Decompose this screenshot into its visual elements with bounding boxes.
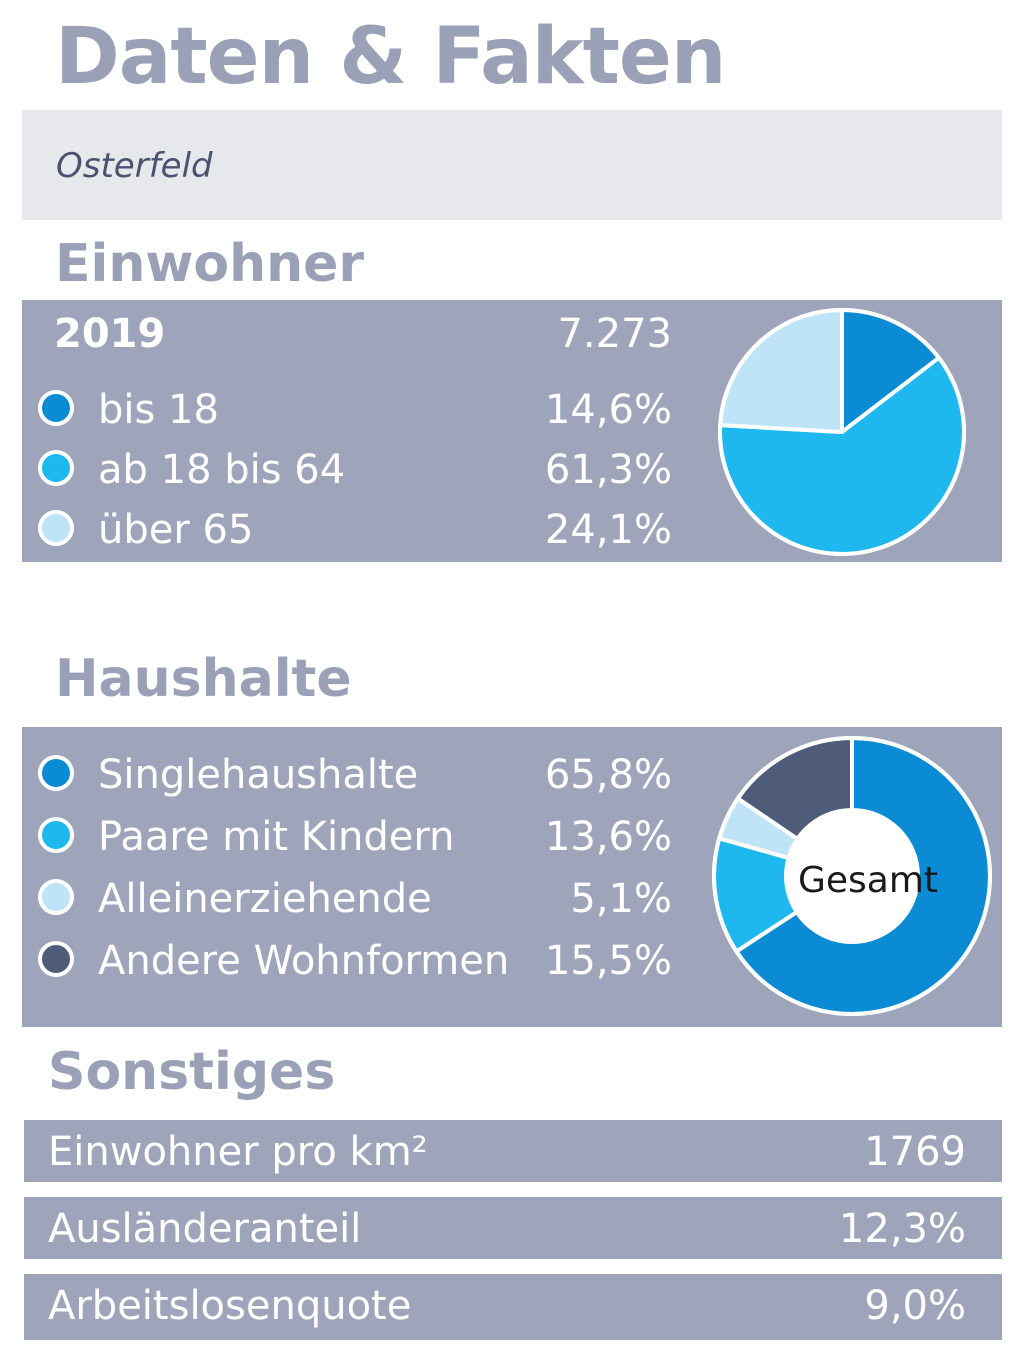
legend-label: Andere Wohnformen: [98, 938, 510, 984]
legend-label: über 65: [98, 507, 254, 553]
legend-dot-andere: [38, 941, 74, 977]
year-label: 2019: [54, 311, 166, 357]
legend-dot-alleinerziehende: [38, 879, 74, 915]
legend-value: 24,1%: [544, 507, 672, 553]
stat-row-unemployment: Arbeitslosenquote 9,0%: [24, 1274, 1002, 1340]
legend-value: 5,1%: [570, 876, 672, 922]
legend-label: Singlehaushalte: [98, 752, 419, 798]
legend-label: bis 18: [98, 387, 219, 433]
page-title: Daten & Fakten: [55, 12, 726, 102]
stat-label: Ausländeranteil: [48, 1206, 362, 1252]
legend-dot-ueber-65: [38, 510, 74, 546]
stat-label: Arbeitslosenquote: [48, 1283, 412, 1329]
stat-row-foreigners: Ausländeranteil 12,3%: [24, 1197, 1002, 1259]
legend-value: 15,5%: [544, 938, 672, 984]
legend-value: 13,6%: [544, 814, 672, 860]
haushalte-donut-chart: Gesamt: [712, 736, 992, 1016]
legend-dot-paare: [38, 817, 74, 853]
section-heading-einwohner: Einwohner: [55, 234, 365, 294]
legend-value: 14,6%: [544, 387, 672, 433]
legend-label: Alleinerziehende: [98, 876, 432, 922]
donut-center-label: Gesamt: [798, 860, 938, 901]
pie-outline: [712, 736, 992, 1016]
location-label: Osterfeld: [56, 146, 213, 186]
location-band: Osterfeld: [22, 110, 1002, 220]
donut-hole: [784, 808, 920, 944]
stat-row-density: Einwohner pro km² 1769: [24, 1120, 1002, 1182]
legend-label: Paare mit Kindern: [98, 814, 455, 860]
legend-label: ab 18 bis 64: [98, 447, 346, 493]
stat-value: 9,0%: [864, 1283, 966, 1329]
einwohner-pie-chart: [718, 308, 966, 556]
legend-dot-18-64: [38, 450, 74, 486]
pie-outline: [718, 308, 966, 556]
population-total: 7.273: [557, 311, 672, 357]
legend-value: 65,8%: [544, 752, 672, 798]
haushalte-panel: Singlehaushalte 65,8% Paare mit Kindern …: [22, 727, 1002, 1027]
legend-dot-single: [38, 755, 74, 791]
einwohner-panel: 2019 7.273 bis 18 14,6% ab 18 bis 64 61,…: [22, 300, 1002, 562]
stat-label: Einwohner pro km²: [48, 1129, 428, 1175]
stat-value: 12,3%: [838, 1206, 966, 1252]
legend-value: 61,3%: [544, 447, 672, 493]
section-heading-sonstiges: Sonstiges: [48, 1042, 336, 1102]
section-heading-haushalte: Haushalte: [55, 649, 352, 709]
legend-dot-bis-18: [38, 390, 74, 426]
stat-value: 1769: [864, 1129, 966, 1175]
